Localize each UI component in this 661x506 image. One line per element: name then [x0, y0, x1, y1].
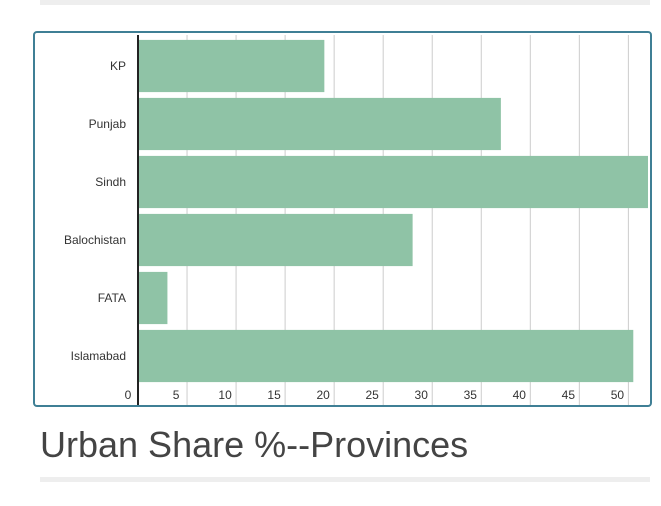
x-tick-label: 5 [173, 388, 180, 402]
x-tick-label: 10 [218, 388, 232, 402]
x-tick-label: 0 [125, 388, 132, 402]
x-tick-label: 45 [562, 388, 576, 402]
chart-caption: Urban Share %--Provinces [40, 424, 469, 465]
bar-balochistan [138, 213, 413, 267]
bar-sindh [138, 155, 648, 209]
x-tick-label: 15 [267, 388, 281, 402]
bar-kp [138, 39, 325, 93]
bottom-divider [40, 477, 650, 482]
bar-punjab [138, 97, 501, 151]
top-divider [40, 0, 650, 5]
category-label: Punjab [89, 117, 127, 131]
category-label: KP [110, 59, 126, 73]
x-tick-label: 20 [316, 388, 330, 402]
x-tick-label: 35 [464, 388, 478, 402]
chart-card: 0 5 10 15 20 25 30 35 40 45 50 KP Punjab Sindh Balochi… [33, 31, 652, 407]
category-label: Sindh [95, 175, 126, 189]
bar-islamabad [138, 329, 634, 383]
category-label: Islamabad [71, 349, 126, 363]
x-tick-label: 25 [366, 388, 380, 402]
bar-fata [138, 271, 168, 325]
x-tick-label: 30 [415, 388, 429, 402]
category-label: Balochistan [64, 233, 126, 247]
x-tick-label: 40 [513, 388, 527, 402]
x-tick-label: 50 [611, 388, 625, 402]
bar-chart: 0 5 10 15 20 25 30 35 40 45 50 KP Punjab Sindh Balochi… [64, 35, 648, 405]
category-label: FATA [98, 291, 126, 305]
